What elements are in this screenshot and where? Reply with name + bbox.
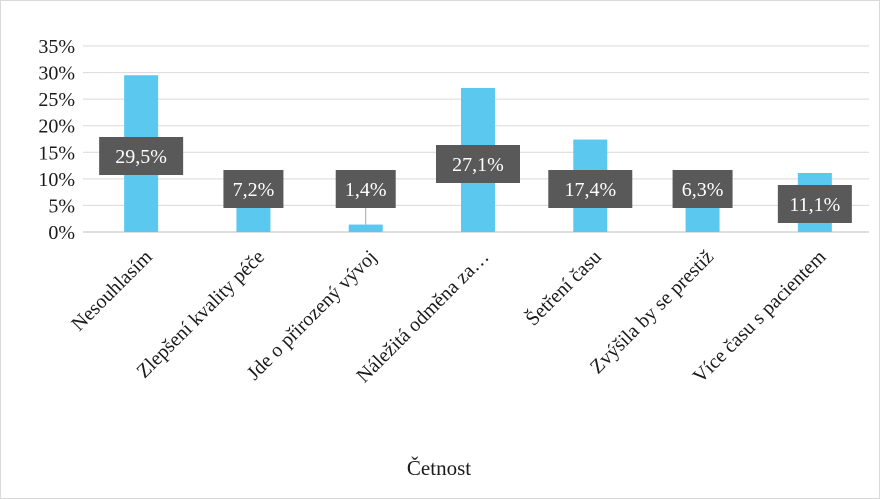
y-tick-label: 15% — [38, 142, 75, 164]
category-label: Nesouhlasím — [67, 246, 157, 336]
y-tick-label: 25% — [38, 89, 75, 111]
data-label: 11,1% — [789, 194, 840, 216]
data-label: 1,4% — [345, 179, 387, 201]
x-axis-title: Četnost — [407, 456, 471, 480]
data-label: 27,1% — [452, 154, 504, 176]
data-label: 29,5% — [115, 146, 167, 168]
data-label-box — [99, 137, 184, 175]
data-label: 6,3% — [682, 179, 724, 201]
data-label-box — [223, 170, 284, 208]
y-tick-label: 0% — [48, 222, 75, 244]
y-tick-label: 30% — [38, 63, 75, 85]
data-label: 17,4% — [564, 179, 616, 201]
data-label: 7,2% — [233, 179, 275, 201]
data-labels: 29,5% 7,2% 1,4% 27,1% 17,4% 6,3% 11,1% — [99, 137, 852, 223]
bar — [348, 224, 383, 232]
y-axis-ticks: 0% 5% 10% 15% 20% 25% 30% 35% — [38, 36, 75, 244]
data-label-box — [777, 185, 852, 223]
category-label: Šetření času — [520, 245, 606, 331]
data-label-box — [672, 170, 733, 208]
data-label-box — [335, 170, 396, 208]
y-tick-label: 35% — [38, 36, 75, 58]
category-label: Zvýšila by se prestiž — [586, 246, 718, 378]
y-tick-label: 5% — [48, 195, 75, 217]
data-label-box — [436, 145, 520, 183]
y-tick-label: 10% — [38, 169, 75, 191]
data-label-box — [548, 170, 633, 208]
y-tick-label: 20% — [38, 116, 75, 138]
